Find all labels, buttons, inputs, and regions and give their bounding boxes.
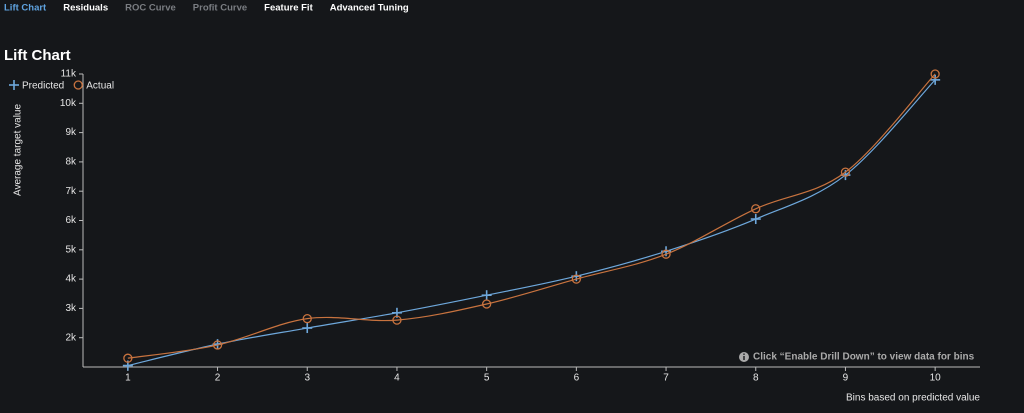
x-tick-label: 10 <box>930 373 942 384</box>
data-point <box>481 290 492 301</box>
data-point <box>481 299 492 309</box>
drill-down-note: Click “Enable Drill Down” to view data f… <box>753 352 975 363</box>
y-tick-label: 8k <box>65 157 77 168</box>
y-tick-label: 7k <box>65 186 77 197</box>
x-tick-label: 5 <box>484 373 490 384</box>
y-tick-label: 3k <box>65 303 77 314</box>
data-point <box>930 74 941 85</box>
y-tick-label: 10k <box>60 98 77 109</box>
data-point <box>123 353 133 363</box>
tab-bar: Lift Chart Residuals ROC Curve Profit Curve… <box>4 3 409 14</box>
series-line <box>127 73 936 359</box>
data-point <box>302 314 312 324</box>
legend-marker <box>73 80 83 90</box>
x-tick-label: 9 <box>843 373 849 384</box>
data-point <box>571 274 581 284</box>
data-point <box>302 323 313 334</box>
y-tick-label: 11k <box>61 69 77 80</box>
info-icon-glyph <box>743 356 745 360</box>
y-tick-label: 2k <box>65 332 77 343</box>
series-line <box>127 79 936 367</box>
data-point <box>750 214 761 225</box>
data-point <box>661 249 671 259</box>
x-tick-label: 3 <box>304 373 310 384</box>
x-tick-label: 4 <box>394 373 400 384</box>
x-tick-label: 2 <box>215 373 221 384</box>
tab[interactable]: Residuals <box>63 3 108 14</box>
x-tick-label: 6 <box>574 373 580 384</box>
tab[interactable]: Profit Curve <box>193 3 247 14</box>
tab[interactable]: Feature Fit <box>264 3 313 14</box>
x-tick-label: 1 <box>125 373 131 384</box>
legend-label: Actual <box>86 81 114 92</box>
y-tick-label: 6k <box>65 215 77 226</box>
y-tick-label: 9k <box>65 127 77 138</box>
tab[interactable]: Lift Chart <box>4 3 47 14</box>
tab[interactable]: ROC Curve <box>125 3 176 14</box>
x-tick-label: 8 <box>753 373 759 384</box>
data-point <box>930 69 940 79</box>
y-tick-label: 5k <box>65 244 77 255</box>
chart-title: Lift Chart <box>4 47 71 64</box>
data-point <box>212 340 223 350</box>
info-icon-glyph <box>743 353 745 355</box>
data-point <box>392 315 402 325</box>
data-point <box>840 167 851 177</box>
x-tick-label: 7 <box>663 373 669 384</box>
y-tick-label: 4k <box>65 274 77 285</box>
x-axis-label: Bins based on predicted value <box>846 393 980 404</box>
legend-marker <box>9 80 19 90</box>
legend-label: Predicted <box>22 81 64 92</box>
tab[interactable]: Advanced Tuning <box>330 3 409 14</box>
y-axis-label: Average target value <box>13 104 24 197</box>
data-point <box>751 204 761 214</box>
